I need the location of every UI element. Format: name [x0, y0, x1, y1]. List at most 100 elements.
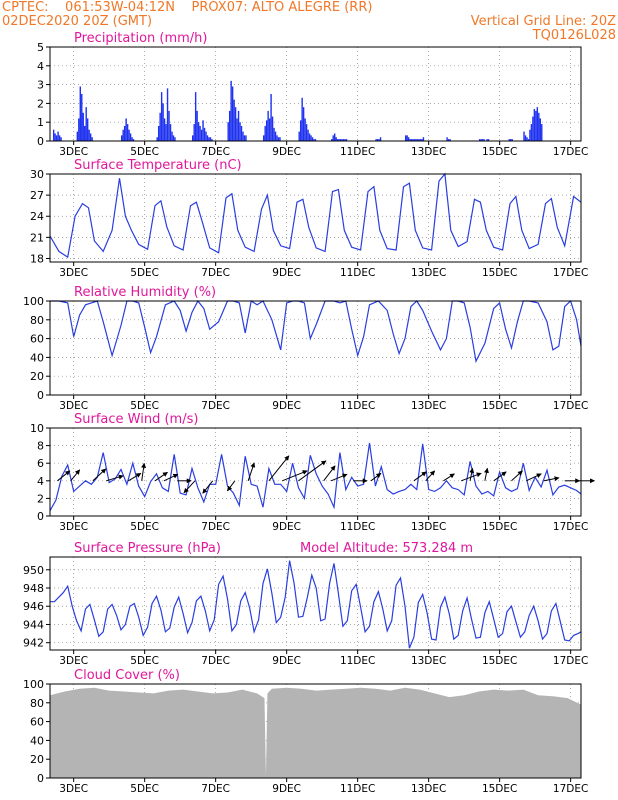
precip-bar — [191, 135, 194, 141]
x-tick-label: 3DEC — [59, 146, 88, 158]
precip-bar — [200, 129, 203, 141]
y-tick-label: 0 — [37, 772, 44, 785]
precip-bar — [234, 107, 237, 141]
precip-bar — [81, 94, 83, 141]
precip-bar — [211, 139, 213, 141]
precip-bar — [510, 139, 512, 141]
precip-bar — [89, 133, 92, 141]
x-tick-label: 9DEC — [272, 521, 301, 533]
precip-bar — [421, 139, 423, 141]
precip-bar — [342, 139, 345, 141]
y-tick-label: 948 — [23, 582, 44, 595]
precip-bar — [233, 99, 235, 141]
precip-bar — [128, 129, 130, 141]
series-line — [49, 172, 582, 259]
precip-bar — [308, 133, 311, 141]
x-tick-label: 5DEC — [130, 146, 159, 158]
wind-arrow — [323, 465, 336, 482]
x-tick-label: 5DEC — [130, 655, 159, 667]
wind-arrow — [526, 473, 542, 482]
precip-bar — [209, 137, 212, 141]
precip-bar — [237, 110, 240, 141]
precip-bar — [174, 137, 176, 141]
panel-frame — [49, 427, 582, 517]
precip-bar — [376, 139, 379, 141]
precip-bar — [88, 129, 90, 141]
x-tick-label: 3DEC — [59, 783, 88, 795]
header-line1: CPTEC: 061:53W-04:12N PROX07: ALTO ALEGR… — [2, 0, 373, 15]
x-tick-label: 15DEC — [482, 400, 517, 412]
precip-bar — [422, 137, 425, 141]
x-tick-label: 11DEC — [340, 400, 375, 412]
wind-arrow — [370, 472, 382, 482]
precip-bar — [305, 124, 308, 141]
precip-bar — [54, 133, 56, 141]
precip-bar — [79, 86, 81, 141]
panel-series — [50, 299, 582, 364]
wind-arrow — [106, 474, 124, 482]
precip-bar — [84, 125, 86, 141]
x-tick-label: 17DEC — [553, 400, 588, 412]
precip-bar — [449, 139, 451, 141]
wind-arrow — [163, 473, 179, 482]
x-tick-label: 3DEC — [59, 521, 88, 533]
y-tick-label: 60 — [30, 716, 44, 729]
precip-bar — [132, 139, 135, 141]
precip-bar — [539, 118, 541, 141]
x-tick-label: 15DEC — [482, 146, 517, 158]
precip-bar — [231, 86, 234, 141]
wind-arrow — [413, 471, 427, 482]
precip-bar — [331, 139, 333, 141]
wind-arrow — [247, 462, 256, 481]
precip-bar — [228, 110, 231, 141]
precip-bar — [341, 139, 343, 141]
y-tick-label: 5 — [37, 41, 44, 54]
precip-bar — [415, 139, 417, 141]
precip-bar — [60, 137, 62, 141]
precip-bar — [480, 139, 482, 141]
precip-bar — [157, 125, 160, 141]
precip-bar — [311, 137, 314, 141]
precip-bar — [529, 129, 531, 141]
precip-bar — [407, 137, 410, 141]
precip-bar — [526, 137, 528, 141]
panel-title: Cloud Cover (%) — [74, 668, 180, 683]
x-tick-label: 7DEC — [201, 655, 230, 667]
x-tick-label: 9DEC — [272, 655, 301, 667]
cloud-cover-area — [50, 687, 581, 778]
x-tick-label: 9DEC — [272, 146, 301, 158]
panel-title: Precipitation (mm/h) — [74, 31, 207, 46]
precip-bar — [242, 131, 244, 141]
x-tick-label: 9DEC — [272, 267, 301, 279]
precip-bar — [345, 139, 348, 141]
panel-series — [49, 442, 596, 511]
precip-bar — [193, 124, 195, 141]
y-tick-label: 4 — [37, 475, 44, 488]
precip-bar — [299, 120, 302, 141]
wind-arrow — [493, 471, 507, 482]
precip-bar — [160, 92, 163, 141]
wind-arrow — [128, 472, 142, 482]
x-tick-label: 3DEC — [59, 655, 88, 667]
precip-bar — [202, 120, 204, 141]
precip-bar — [314, 139, 317, 141]
precip-bar — [168, 110, 170, 141]
x-tick-label: 13DEC — [411, 267, 446, 279]
precip-bar — [58, 135, 61, 141]
precip-bar — [478, 139, 481, 141]
precip-bar — [302, 107, 305, 141]
panel-series — [50, 687, 581, 778]
precip-bar — [125, 118, 127, 141]
precip-bar — [481, 139, 484, 141]
wind-arrow — [298, 460, 327, 482]
precip-bar — [91, 137, 93, 141]
precip-bar — [333, 133, 336, 141]
precip-bar — [307, 129, 309, 141]
precip-bar — [199, 125, 201, 141]
x-tick-label: 17DEC — [553, 655, 588, 667]
y-tick-label: 2 — [37, 97, 44, 110]
wind-arrow — [484, 467, 489, 481]
precip-bar — [86, 118, 89, 141]
wind-arrow — [443, 473, 455, 482]
precip-bar — [335, 137, 337, 141]
